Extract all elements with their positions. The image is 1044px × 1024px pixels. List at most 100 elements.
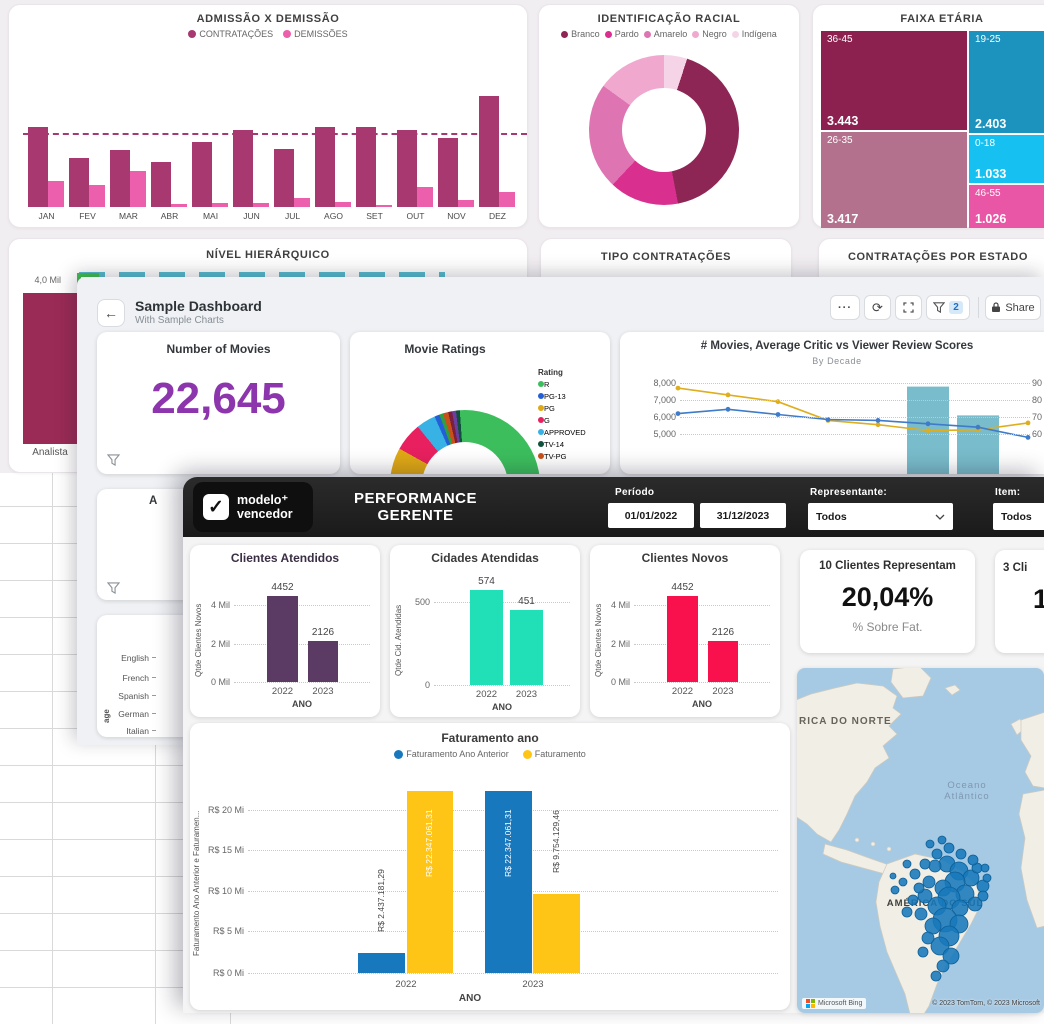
legend-item[interactable]: PG [538,404,608,413]
demissoes-bar[interactable] [48,181,64,207]
data-point[interactable] [825,417,831,422]
map-bubble[interactable] [930,970,942,982]
legend-item[interactable]: Amarelo [643,29,687,39]
legend-item[interactable]: Pardo [604,29,639,39]
map-bubble[interactable] [914,907,928,921]
map-bubble[interactable] [931,848,943,860]
faturamento-bar[interactable] [533,893,580,973]
contratacoes-bar[interactable] [192,142,212,207]
map-bubble[interactable] [890,885,900,895]
contratacoes-bar[interactable] [479,96,499,207]
map-bubble[interactable] [943,842,955,854]
legend-item[interactable]: TV-PG [538,452,608,461]
treemap-block[interactable]: 0-18 1.033 [969,135,1044,183]
legend-item[interactable]: R [538,380,608,389]
legend-item[interactable]: Negro [692,29,727,39]
legend-item[interactable]: CONTRATAÇÕES [188,29,273,39]
data-point[interactable] [925,428,931,433]
year-bar[interactable] [267,596,298,682]
map-bubble[interactable] [980,863,990,873]
map-bubble[interactable] [925,839,935,849]
map-bubble[interactable] [898,877,908,887]
year-bar[interactable] [308,641,338,682]
legend-item[interactable]: DEMISSÕES [283,29,348,39]
analista-bar[interactable] [23,293,77,444]
data-point[interactable] [1025,435,1031,440]
map-bubble[interactable] [942,947,960,965]
legend-item[interactable]: G [538,416,608,425]
year-bar[interactable] [510,610,543,685]
legend-item[interactable]: Faturamento [522,749,586,759]
map-bubble[interactable] [901,906,913,918]
ratings-donut[interactable] [390,410,540,474]
contratacoes-bar[interactable] [315,127,335,207]
map-bubble[interactable] [967,854,979,866]
contratacoes-bar[interactable] [110,150,130,207]
map-bubble[interactable] [889,872,897,880]
funnel-icon[interactable] [107,582,120,594]
demissoes-bar[interactable] [171,204,187,207]
treemap-block[interactable]: 19-25 2.403 [969,31,1044,133]
map-bubble[interactable] [909,868,921,880]
faturamento-bar[interactable] [485,790,532,973]
faturamento-bar[interactable] [407,790,453,973]
filter-button[interactable]: 2 [926,295,970,320]
demissoes-bar[interactable] [499,192,515,207]
map-bubble[interactable] [907,894,919,906]
demissoes-bar[interactable] [335,202,351,207]
map-bubble[interactable] [928,859,942,873]
more-button[interactable]: ··· [830,295,860,320]
item-dropdown[interactable]: Todos [993,503,1044,530]
map-bubble[interactable] [977,890,989,902]
contratacoes-bar[interactable] [397,130,417,207]
map-bubble[interactable] [921,931,935,945]
share-button[interactable]: Share [985,295,1041,320]
contratacoes-bar[interactable] [151,162,171,207]
treemap-block[interactable]: 36-45 3.443 [821,31,967,130]
bing-logo-chip[interactable]: Microsoft Bing [802,998,867,1009]
map-bubble[interactable] [982,873,992,883]
map-bubble[interactable] [902,859,912,869]
demissoes-bar[interactable] [294,198,310,207]
map-bubble[interactable] [913,882,925,894]
fullscreen-button[interactable] [895,295,922,320]
contratacoes-bar[interactable] [438,138,458,207]
year-bar[interactable] [708,641,738,682]
map-card[interactable]: RICA DO NORTE Oceano Atlântico AMÉRICA D… [797,668,1044,1013]
data-point[interactable] [725,392,731,398]
year-bar[interactable] [667,596,698,682]
map-bubble[interactable] [936,959,950,973]
contratacoes-bar[interactable] [233,130,253,207]
map-bubble[interactable] [967,896,983,912]
legend-item[interactable]: Branco [561,29,600,39]
demissoes-bar[interactable] [253,203,269,207]
data-point[interactable] [875,418,881,423]
data-point[interactable] [1025,420,1031,426]
decade-bar[interactable] [957,415,999,474]
data-point[interactable] [675,385,681,391]
demissoes-bar[interactable] [417,187,433,207]
legend-item[interactable]: Faturamento Ano Anterior [394,749,509,759]
demissoes-bar[interactable] [458,200,474,207]
contratacoes-bar[interactable] [356,127,376,207]
contratacoes-bar[interactable] [28,127,48,207]
funnel-icon[interactable] [107,454,120,466]
legend-item[interactable]: APPROVED [538,428,608,437]
back-button[interactable]: ← [97,299,125,327]
date-to-input[interactable]: 31/12/2023 [700,503,786,528]
contratacoes-bar[interactable] [274,149,294,207]
data-point[interactable] [925,421,931,427]
racial-donut[interactable] [589,55,739,205]
legend-item[interactable]: PG-13 [538,392,608,401]
data-point[interactable] [975,424,981,430]
year-bar[interactable] [470,589,503,685]
map-bubble[interactable] [922,875,936,889]
demissoes-bar[interactable] [376,205,392,207]
demissoes-bar[interactable] [130,171,146,207]
data-point[interactable] [875,422,881,428]
faturamento-bar[interactable] [358,953,405,973]
legend-item[interactable]: TV-14 [538,440,608,449]
legend-item[interactable]: Indígena [731,29,777,39]
map-bubble[interactable] [955,848,967,860]
data-point[interactable] [775,412,781,417]
